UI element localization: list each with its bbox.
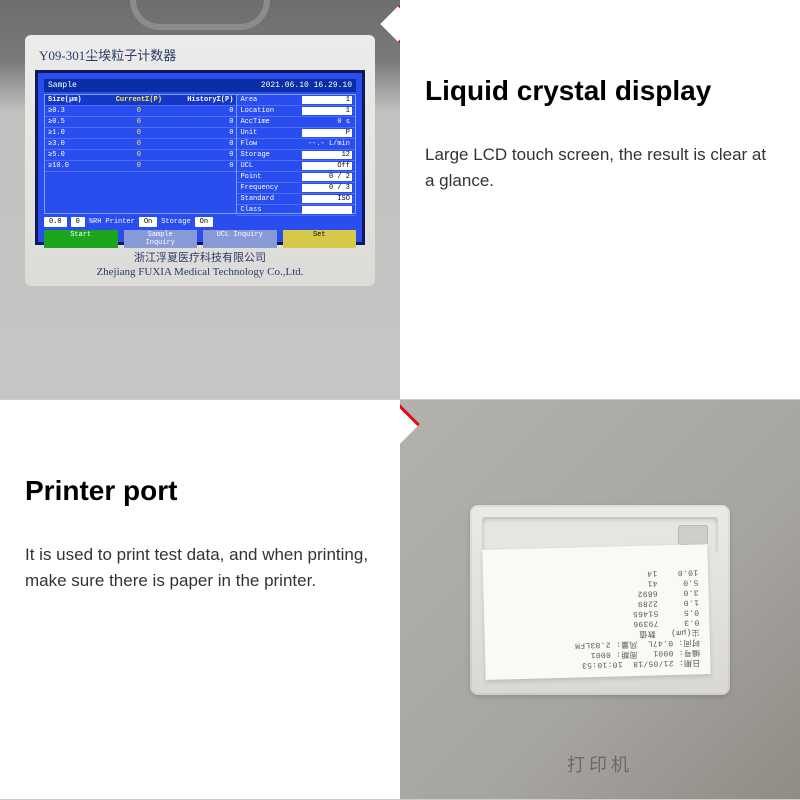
device-bezel: Y09-301尘埃粒子计数器 Sample 2021.06.10 16.29.1… [25, 35, 375, 286]
sample-inquiry-button[interactable]: Sample Inquiry [124, 230, 198, 248]
col-history: HistoryΣ(P) [174, 96, 233, 104]
receipt-paper: 10.0 14 5.0 41 3.0 6892 1.0 2289 0.5 514… [482, 544, 710, 680]
col-current: CurrentΣ(P) [104, 96, 174, 104]
text-lcd: Liquid crystal display Large LCD touch s… [400, 0, 800, 399]
desc-lcd: Large LCD touch screen, the result is cl… [425, 142, 775, 193]
printer-label-cn: 打印机 [567, 751, 633, 777]
panel-lcd: Y09-301尘埃粒子计数器 Sample 2021.06.10 16.29.1… [0, 0, 800, 400]
lcd-data-table: Size(μm) CurrentΣ(P) HistoryΣ(P) ≥0.300 … [44, 94, 237, 214]
panel-printer: 10.0 14 5.0 41 3.0 6892 1.0 2289 0.5 514… [0, 400, 800, 800]
temp-value: 0.0 [44, 217, 67, 227]
lcd-header: Sample 2021.06.10 16.29.10 [44, 79, 356, 92]
col-size: Size(μm) [48, 96, 104, 104]
lcd-screen[interactable]: Sample 2021.06.10 16.29.10 Size(μm) Curr… [35, 70, 365, 245]
lcd-params: Area1 Location1 AccTime0 s UnitP Flow--.… [237, 94, 356, 214]
desc-printer: It is used to print test data, and when … [25, 542, 375, 593]
company-cn: 浙江浮夏医疗科技有限公司 [35, 251, 365, 265]
title-printer: Printer port [25, 475, 375, 507]
model-label: Y09-301尘埃粒子计数器 [35, 43, 365, 70]
paper-feed-button[interactable] [678, 525, 708, 545]
set-button[interactable]: Set [283, 230, 357, 248]
storage-toggle[interactable]: On [195, 217, 213, 227]
lcd-datetime: 2021.06.10 16.29.10 [261, 81, 352, 90]
company-block: 浙江浮夏医疗科技有限公司 Zhejiang FUXIA Medical Tech… [35, 245, 365, 280]
device-handle [130, 0, 270, 30]
text-printer: Printer port It is used to print test da… [0, 400, 400, 799]
ucl-inquiry-button[interactable]: UCL Inquiry [203, 230, 277, 248]
device-photo: Y09-301尘埃粒子计数器 Sample 2021.06.10 16.29.1… [0, 0, 400, 399]
lcd-button-row: Start Sample Inquiry UCL Inquiry Set [44, 230, 356, 248]
printer-toggle[interactable]: On [139, 217, 157, 227]
start-button[interactable]: Start [44, 230, 118, 248]
printer-photo: 10.0 14 5.0 41 3.0 6892 1.0 2289 0.5 514… [400, 400, 800, 799]
company-en: Zhejiang FUXIA Medical Technology Co.,Lt… [35, 265, 365, 279]
printer-unit: 10.0 14 5.0 41 3.0 6892 1.0 2289 0.5 514… [470, 505, 730, 695]
rh-value: 0 [71, 217, 85, 227]
lcd-mode: Sample [48, 81, 77, 90]
title-lcd: Liquid crystal display [425, 75, 775, 107]
lcd-status-bar: 0.0 0 %RH Printer On Storage On [44, 217, 356, 227]
